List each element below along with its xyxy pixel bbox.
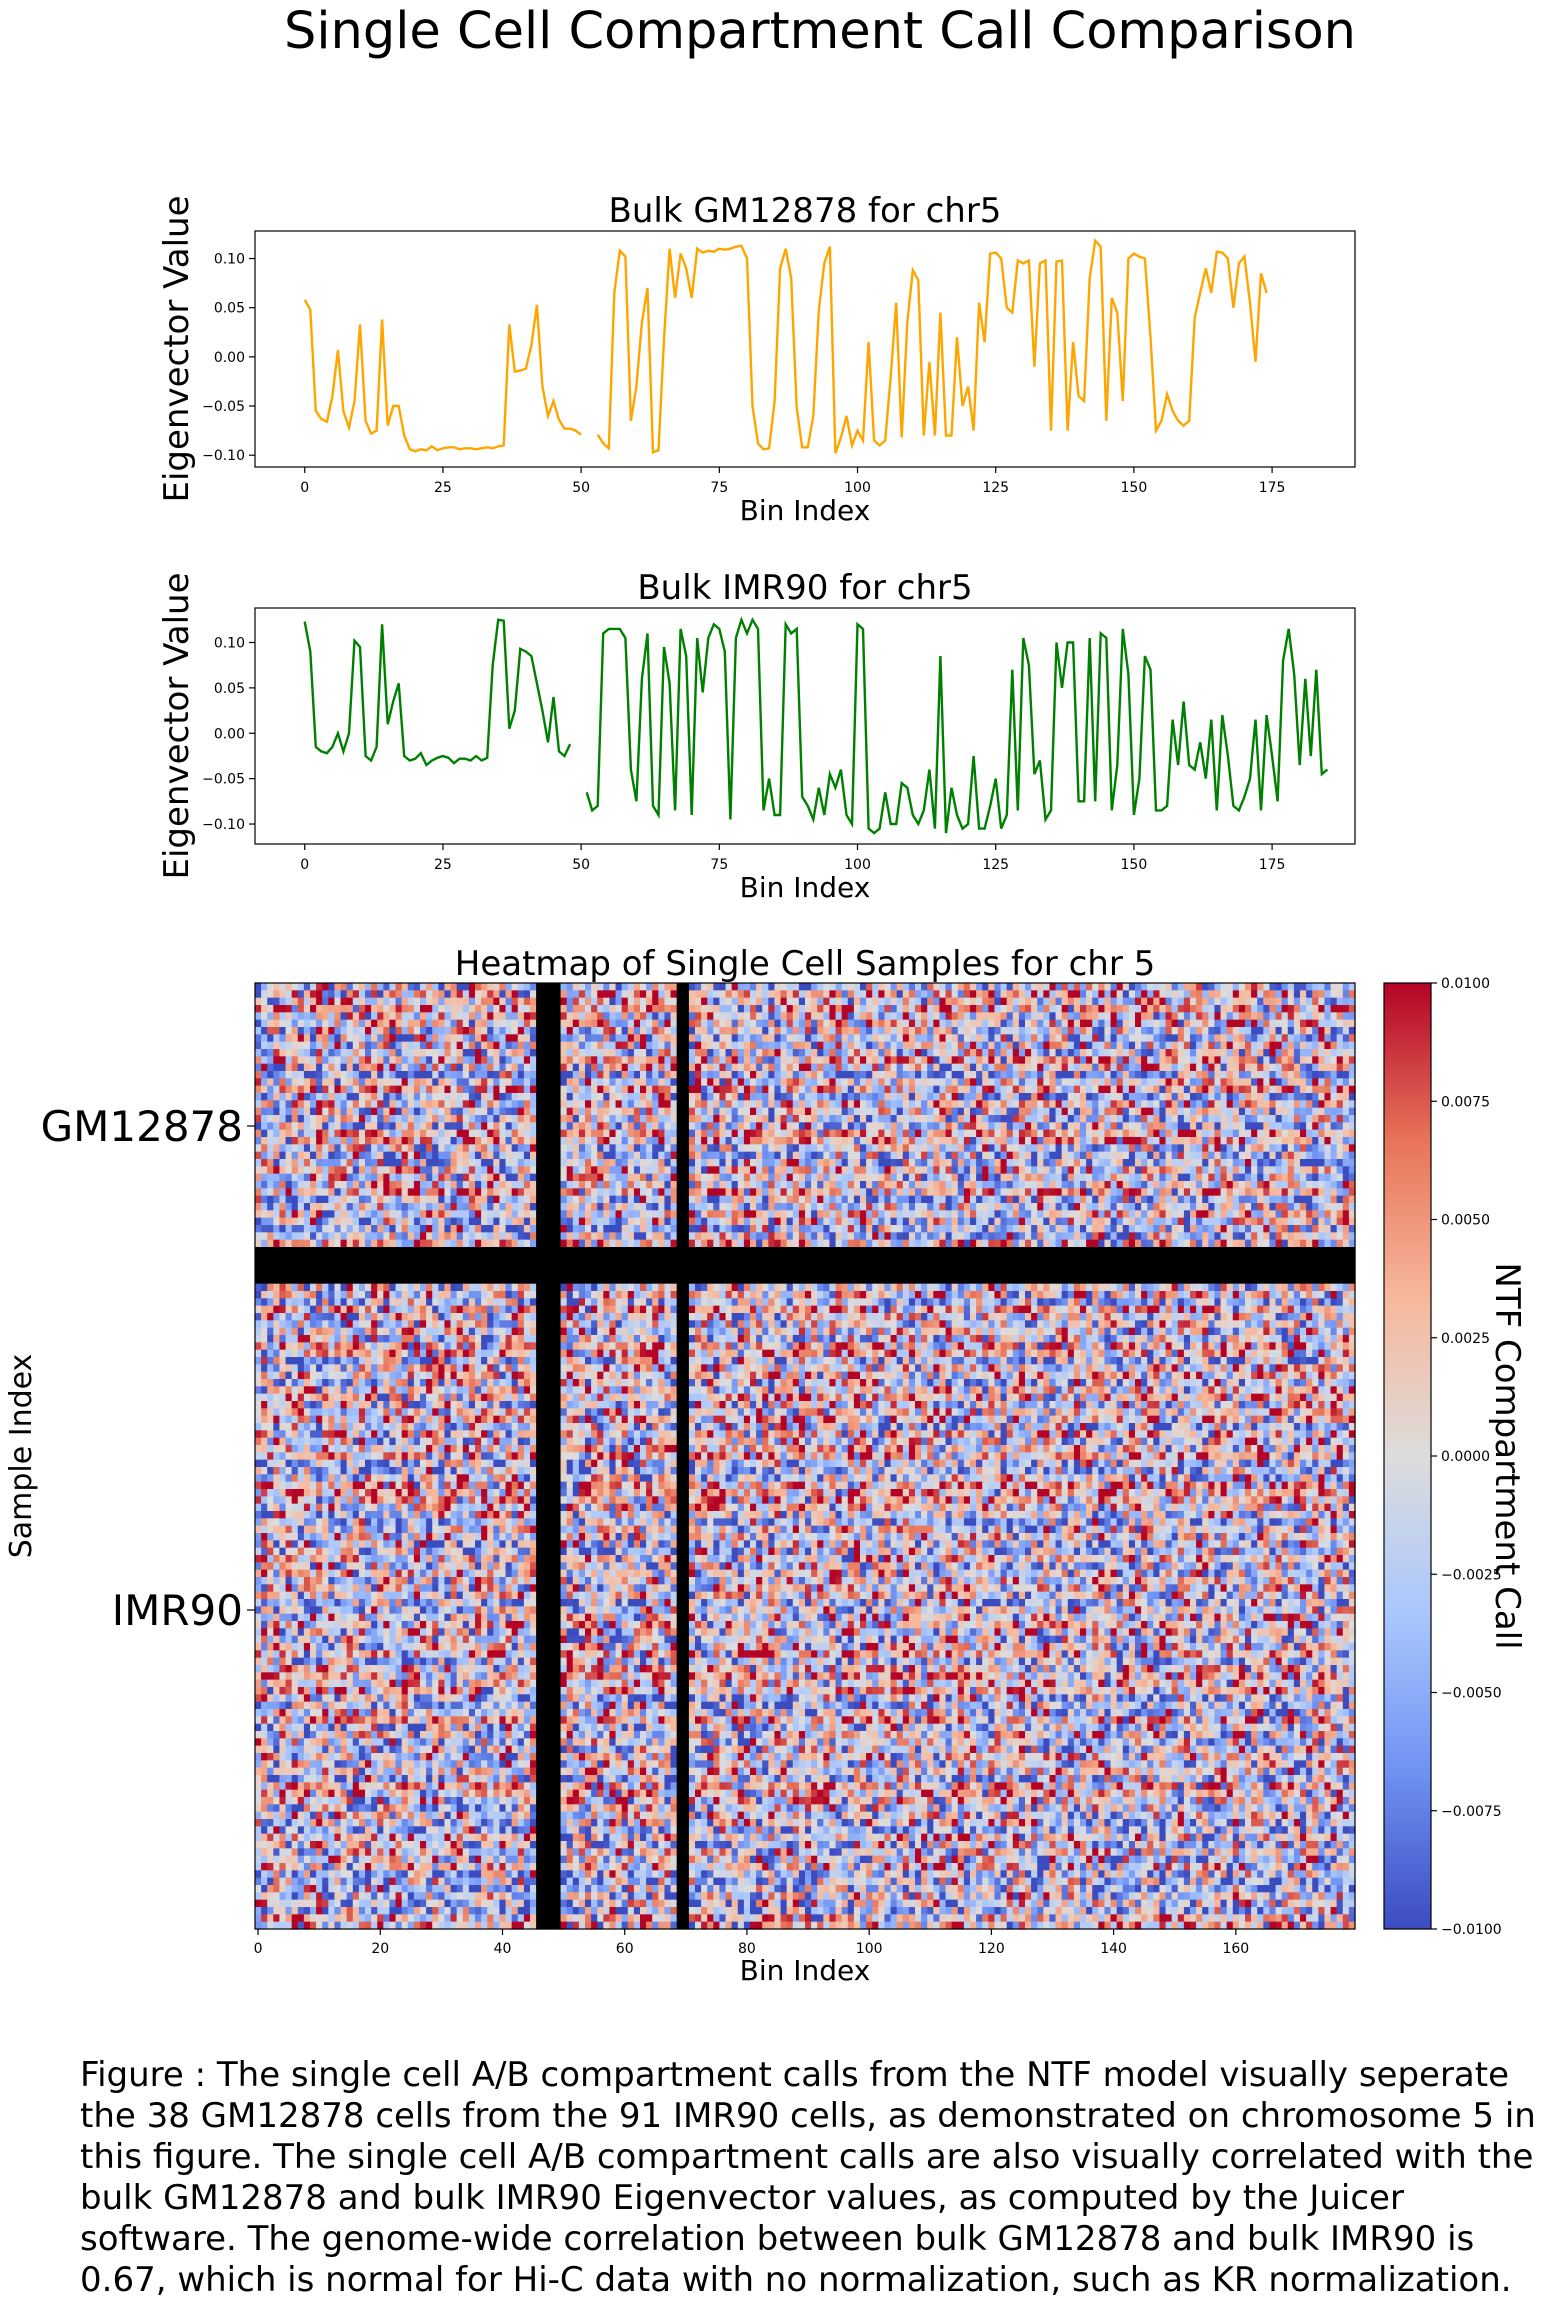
xtick-label: 75 — [710, 857, 728, 873]
colorbar-gradient — [1384, 983, 1431, 1929]
colorbar-label: NTF Compartment Call — [1487, 1262, 1527, 1649]
xtick-label: 150 — [1121, 857, 1148, 873]
heatmap-xtick-label: 60 — [616, 1941, 634, 1957]
xtick-label: 125 — [982, 857, 1009, 873]
colorbar-tick-label: 0.0025 — [1441, 1331, 1490, 1347]
ytick-label: 0.05 — [214, 681, 245, 697]
xtick-label: 50 — [572, 857, 590, 873]
heatmap-xlabel: Bin Index — [740, 1954, 871, 1987]
ytick-label: 0.00 — [214, 726, 245, 742]
ytick-label: 0.05 — [214, 301, 245, 317]
heatmap-xtick-label: 140 — [1100, 1941, 1127, 1957]
single-cell-heatmap: Heatmap of Single Cell Samples for chr 5… — [4, 944, 1356, 1987]
xtick-label: 0 — [300, 480, 309, 496]
ytick-label: 0.00 — [214, 350, 245, 366]
gm12878-line-chart: Bulk GM12878 for chr5 0.10 0.05 0.00 −0.05 −… — [157, 191, 1355, 527]
colorbar-tick-label: 0.0075 — [1441, 1094, 1490, 1110]
heatmap-xtick-label: 20 — [371, 1941, 389, 1957]
imr90-line-chart: Bulk IMR90 for chr5 0.10 0.05 0.00 −0.05 −0.… — [157, 568, 1355, 904]
chart1-plot-frame — [255, 231, 1355, 467]
ytick-label: 0.10 — [214, 252, 245, 268]
ytick-label: −0.10 — [202, 817, 245, 833]
chart1-title: Bulk GM12878 for chr5 — [609, 191, 1002, 231]
colorbar-tick-label: −0.0075 — [1441, 1804, 1502, 1820]
heatmap-xtick-label: 120 — [978, 1941, 1005, 1957]
heatmap-xtick-label: 0 — [254, 1941, 263, 1957]
colorbar-tick-label: 0.0000 — [1441, 1449, 1490, 1465]
chart2-plot-frame — [255, 608, 1355, 844]
ytick-label: −0.10 — [202, 448, 245, 464]
chart2-title: Bulk IMR90 for chr5 — [637, 568, 972, 608]
xtick-label: 150 — [1121, 480, 1148, 496]
colorbar-tick-label: 0.0050 — [1441, 1213, 1490, 1229]
chart2-ylabel: Eigenvector Value — [157, 573, 197, 880]
chart1-ylabel: Eigenvector Value — [157, 196, 197, 503]
ytick-label: 0.10 — [214, 635, 245, 651]
colorbar-tick-label: −0.0100 — [1441, 1922, 1502, 1938]
heatmap-ytick-label: IMR90 — [112, 1586, 243, 1635]
colorbar: 0.01000.00750.00500.00250.0000−0.0025−0.… — [1384, 976, 1527, 1938]
xtick-label: 175 — [1259, 857, 1286, 873]
xtick-label: 125 — [982, 480, 1009, 496]
gm12878-series-line — [305, 241, 1267, 453]
heatmap-cells — [255, 983, 1356, 1930]
xtick-label: 0 — [300, 857, 309, 873]
xtick-label: 175 — [1259, 480, 1286, 496]
chart2-xlabel: Bin Index — [740, 871, 871, 904]
xtick-label: 25 — [434, 857, 452, 873]
xtick-label: 50 — [572, 480, 590, 496]
figure-title: Single Cell Compartment Call Comparison — [284, 2, 1356, 61]
ytick-label: −0.05 — [202, 399, 245, 415]
heatmap-xtick-label: 160 — [1222, 1941, 1249, 1957]
heatmap-title: Heatmap of Single Cell Samples for chr 5 — [455, 944, 1156, 984]
imr90-series-line — [305, 620, 1328, 833]
heatmap-ylabel: Sample Index — [4, 1354, 39, 1559]
figure-caption: Figure : The single cell A/B compartment… — [80, 2055, 1550, 2301]
xtick-label: 75 — [710, 480, 728, 496]
xtick-label: 25 — [434, 480, 452, 496]
ytick-label: −0.05 — [202, 772, 245, 788]
chart1-xlabel: Bin Index — [740, 494, 871, 527]
colorbar-tick-label: −0.0050 — [1441, 1686, 1502, 1702]
colorbar-tick-label: 0.0100 — [1441, 976, 1490, 992]
heatmap-xtick-label: 40 — [494, 1941, 512, 1957]
heatmap-ytick-label: GM12878 — [41, 1102, 243, 1151]
